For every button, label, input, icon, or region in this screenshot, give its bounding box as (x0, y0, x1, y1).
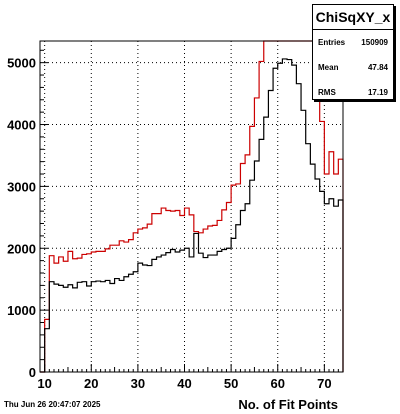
entries-value: 150909 (361, 38, 388, 47)
x-tick-label: 40 (177, 376, 191, 391)
mean-value: 47.84 (367, 63, 388, 72)
entries-label: Entries (318, 38, 346, 47)
x-tick-label: 60 (271, 376, 285, 391)
y-tick-label: 5000 (7, 56, 36, 71)
x-tick-label: 10 (37, 376, 51, 391)
x-axis-title: No. of Fit Points (238, 397, 338, 412)
stats-title: ChiSqXY_x (313, 5, 393, 30)
x-tick-label: 20 (84, 376, 98, 391)
y-tick-label: 0 (29, 365, 36, 380)
series-0-line (40, 40, 344, 373)
datestamp: Thu Jun 26 20:47:07 2025 (4, 400, 101, 409)
rms-value: 17.19 (367, 88, 388, 97)
stats-row-rms: RMS 17.19 (313, 80, 393, 105)
y-tick-label: 4000 (7, 118, 36, 133)
y-tick-label: 2000 (7, 241, 36, 256)
x-tick-label: 50 (224, 376, 238, 391)
y-tick-label: 3000 (7, 179, 36, 194)
stats-box: ChiSqXY_x Entries 150909 Mean 47.84 RMS … (312, 4, 394, 100)
stats-row-mean: Mean 47.84 (313, 55, 393, 80)
y-tick-label: 1000 (7, 303, 36, 318)
rms-label: RMS (318, 88, 336, 97)
plot-frame (39, 40, 344, 373)
series-1-line (40, 58, 344, 373)
x-tick-label: 70 (317, 376, 331, 391)
x-tick-label: 30 (131, 376, 145, 391)
stats-row-entries: Entries 150909 (313, 30, 393, 55)
mean-label: Mean (318, 63, 339, 72)
